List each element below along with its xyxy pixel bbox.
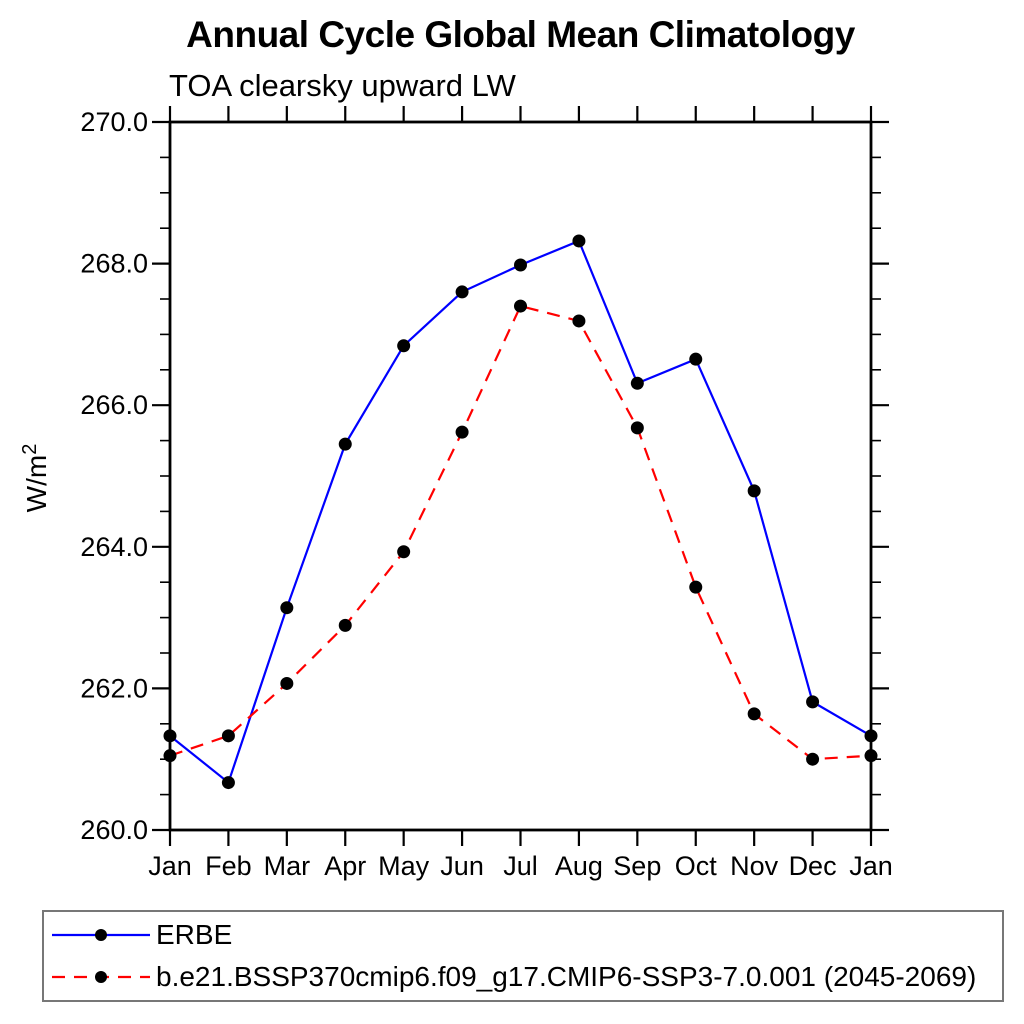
y-tick-label: 264.0 xyxy=(80,532,148,562)
model-data-point xyxy=(455,425,469,439)
model-data-point xyxy=(163,749,177,763)
legend-item-model: b.e21.BSSP370cmip6.f09_g17.CMIP6-SSP3-7.… xyxy=(44,956,1002,998)
erbe-data-point xyxy=(280,601,294,615)
erbe-data-point xyxy=(397,339,411,353)
model-data-point xyxy=(747,707,761,721)
y-tick-label: 262.0 xyxy=(80,673,148,703)
erbe-data-point xyxy=(572,234,586,248)
x-tick-label: Feb xyxy=(205,851,252,881)
erbe-data-point xyxy=(514,258,527,272)
erbe-data-point xyxy=(630,376,644,390)
erbe-data-point xyxy=(455,285,469,299)
legend-item-erbe: ERBE xyxy=(44,914,1002,956)
x-tick-label: May xyxy=(378,851,430,881)
x-tick-label: Jan xyxy=(148,851,192,881)
erbe-data-point xyxy=(221,776,235,790)
model-data-point xyxy=(864,749,878,763)
x-tick-label: Oct xyxy=(675,851,718,881)
y-tick-label: 260.0 xyxy=(80,815,148,845)
x-tick-label: Jun xyxy=(440,851,484,881)
model-data-point xyxy=(514,299,527,313)
x-tick-label: Aug xyxy=(555,851,603,881)
erbe-data-point xyxy=(338,437,352,451)
legend: ERBE b.e21.BSSP370cmip6.f09_g17.CMIP6-SS… xyxy=(42,910,1004,1002)
x-tick-label: Sep xyxy=(613,851,661,881)
model-data-point xyxy=(397,545,411,559)
erbe-data-point xyxy=(864,729,878,743)
x-tick-label: Jan xyxy=(849,851,893,881)
erbe-data-point xyxy=(689,352,703,366)
y-tick-label: 268.0 xyxy=(80,249,148,279)
model-data-point xyxy=(630,421,644,435)
legend-label-erbe: ERBE xyxy=(156,919,233,950)
erbe-data-point xyxy=(806,695,820,709)
model-data-point xyxy=(338,618,352,632)
model-data-point xyxy=(806,752,820,766)
model-data-point xyxy=(221,729,235,743)
erbe-data-point xyxy=(163,729,177,743)
legend-line-sample-model xyxy=(52,971,150,983)
y-tick-label: 266.0 xyxy=(80,390,148,420)
model-data-point xyxy=(280,676,294,690)
erbe-legend-marker xyxy=(95,929,107,941)
x-tick-label: Apr xyxy=(324,851,366,881)
chart-subtitle: TOA clearsky upward LW xyxy=(169,68,516,103)
x-tick-label: Jul xyxy=(503,851,538,881)
x-tick-label: Dec xyxy=(789,851,837,881)
plot-frame xyxy=(168,120,873,832)
legend-line-sample-erbe xyxy=(52,929,150,941)
erbe-line xyxy=(169,239,872,785)
erbe-data-point xyxy=(747,484,761,498)
legend-label-model: b.e21.BSSP370cmip6.f09_g17.CMIP6-SSP3-7.… xyxy=(156,961,977,992)
x-tick-label: Nov xyxy=(730,851,779,881)
model-data-point xyxy=(572,314,586,328)
y-tick-label: 270.0 xyxy=(80,107,148,137)
chart-title: Annual Cycle Global Mean Climatology xyxy=(186,14,855,55)
x-tick-label: Mar xyxy=(264,851,311,881)
model-legend-marker xyxy=(95,971,107,983)
model-data-point xyxy=(689,580,703,594)
